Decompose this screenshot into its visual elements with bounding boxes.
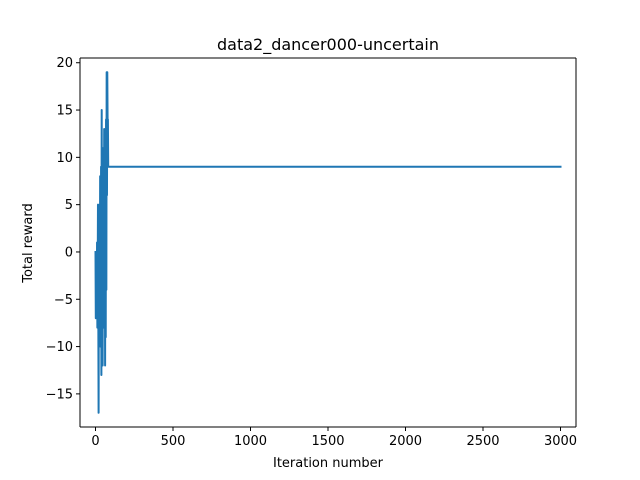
x-tick-label: 500 (161, 434, 186, 449)
y-tick-label: 15 (56, 104, 73, 119)
y-tick-label: 10 (56, 151, 73, 166)
x-tick-label: 0 (91, 434, 99, 449)
y-axis-label: Total reward (21, 203, 36, 284)
series-line-0 (94, 71, 562, 414)
y-tick-label: −15 (46, 387, 73, 402)
y-tick-label: 0 (65, 245, 73, 260)
x-axis-label: Iteration number (273, 456, 384, 471)
y-tick-label: −10 (46, 340, 73, 355)
x-tick-label: 1000 (234, 434, 267, 449)
chart-title: data2_dancer000-uncertain (217, 35, 439, 55)
y-tick-label: 20 (56, 56, 73, 71)
x-tick-label: 2000 (389, 434, 422, 449)
x-tick-label: 3000 (544, 434, 577, 449)
y-tick-label: −5 (54, 293, 73, 308)
x-tick-label: 1500 (311, 434, 344, 449)
x-tick-label: 2500 (466, 434, 499, 449)
series-layer (94, 71, 562, 414)
y-tick-label: 5 (65, 198, 73, 213)
ticks-layer: 0 500 1000 1500 2000 2500 3000 −15 −10 −5 0 5 10 15 20 (46, 56, 577, 449)
